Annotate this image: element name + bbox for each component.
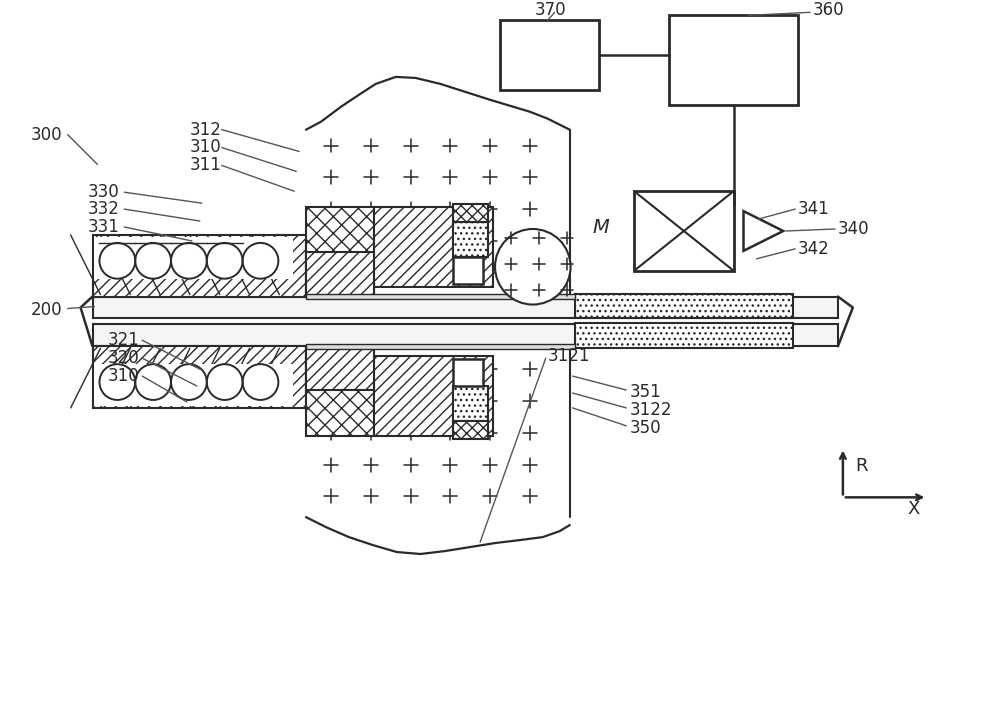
Bar [575,294,793,319]
Bar [306,294,575,299]
Bar [374,357,493,436]
Text: X: X [907,500,920,518]
Text: 370: 370 [535,1,566,19]
Text: 351: 351 [629,383,661,401]
Text: 320: 320 [107,349,139,367]
Text: R: R [855,457,867,475]
Bar [94,364,293,406]
Text: 350: 350 [629,419,661,437]
Bar [94,237,293,279]
Text: 310: 310 [107,367,139,385]
Bar [93,324,838,347]
Text: 360: 360 [813,1,845,19]
Bar [93,235,306,296]
Bar [453,359,483,386]
Text: 3121: 3121 [548,347,590,365]
Bar [500,20,599,90]
Bar [575,324,793,348]
Bar [306,347,575,517]
Bar [306,347,374,436]
Text: 332: 332 [88,200,119,218]
Bar [634,191,734,271]
Text: 200: 200 [31,301,63,319]
Circle shape [495,229,571,304]
Bar [669,15,798,105]
Text: 342: 342 [798,240,830,258]
Text: 331: 331 [88,218,119,236]
Text: 330: 330 [88,183,119,201]
Text: 310: 310 [190,138,222,157]
Bar [453,204,488,222]
Text: 3122: 3122 [629,401,672,419]
Bar [306,127,575,296]
Text: 312: 312 [190,120,222,139]
Bar [374,207,493,286]
Bar [453,421,488,439]
Text: M: M [592,218,609,236]
Bar [306,347,374,390]
Bar [453,257,483,284]
Bar [306,252,374,296]
Text: 321: 321 [107,332,139,349]
Bar [306,207,374,296]
Bar [93,347,306,408]
Text: 341: 341 [798,200,830,218]
Bar [453,222,488,257]
Bar [453,386,488,421]
Bar [306,344,575,349]
Text: 311: 311 [190,156,222,175]
Text: 300: 300 [31,125,63,144]
Text: 340: 340 [838,220,870,238]
Bar [93,296,838,319]
